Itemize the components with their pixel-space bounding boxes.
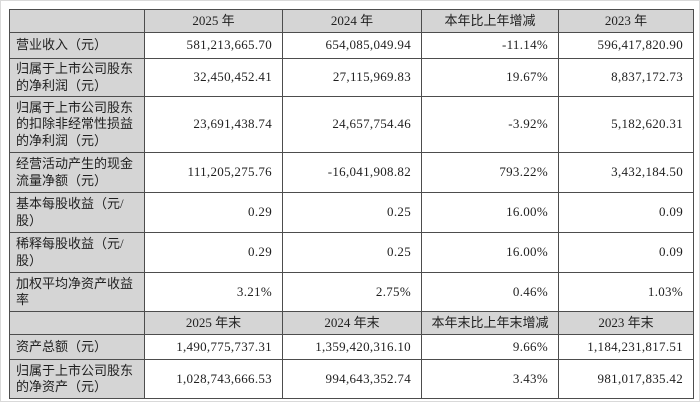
row-label: 经营活动产生的现金流量净额（元） bbox=[9, 152, 145, 193]
table-row-net-assets: 归属于上市公司股东的净资产（元） 1,028,743,666.53 994,64… bbox=[9, 359, 694, 399]
value-2023: 981,017,835.42 bbox=[558, 359, 694, 399]
row-label: 资产总额（元） bbox=[9, 334, 145, 360]
row-label: 归属于上市公司股东的扣除非经常性损益的净利润（元） bbox=[9, 96, 145, 153]
table-row-net-profit-excl-nonrecurring: 归属于上市公司股东的扣除非经常性损益的净利润（元） 23,691,438.74 … bbox=[9, 96, 694, 153]
header-cell-2025-end: 2025 年末 bbox=[144, 311, 283, 335]
value-2024: 994,643,352.74 bbox=[282, 359, 422, 399]
value-2023: 1.03% bbox=[558, 272, 694, 312]
value-2023: 3,432,184.50 bbox=[558, 152, 694, 193]
row-label: 归属于上市公司股东的净资产（元） bbox=[9, 359, 145, 399]
value-2025: 0.29 bbox=[144, 232, 283, 273]
header-cell-2023-end: 2023 年末 bbox=[558, 311, 694, 335]
value-change: 0.46% bbox=[421, 272, 559, 312]
value-2025: 32,450,452.41 bbox=[144, 58, 283, 97]
row-label: 稀释每股收益（元/股） bbox=[9, 232, 145, 273]
value-change: 16.00% bbox=[421, 192, 559, 233]
row-label: 基本每股收益（元/股） bbox=[9, 192, 145, 233]
table-row-diluted-eps: 稀释每股收益（元/股） 0.29 0.25 16.00% 0.09 bbox=[9, 232, 694, 273]
financial-summary-table: 2025 年 2024 年 本年比上年增减 2023 年 营业收入（元） 581… bbox=[9, 9, 694, 399]
header-cell-blank bbox=[9, 9, 145, 33]
value-2023: 0.09 bbox=[558, 192, 694, 233]
value-2024: 1,359,420,316.10 bbox=[282, 334, 422, 360]
row-label: 营业收入（元） bbox=[9, 32, 145, 59]
header-cell-change: 本年比上年增减 bbox=[421, 9, 559, 33]
row-label: 加权平均净资产收益率 bbox=[9, 272, 145, 312]
value-2025: 1,028,743,666.53 bbox=[144, 359, 283, 399]
table-row-revenue: 营业收入（元） 581,213,665.70 654,085,049.94 -1… bbox=[9, 32, 694, 59]
value-2024: 24,657,754.46 bbox=[282, 96, 422, 153]
value-2023: 8,837,172.73 bbox=[558, 58, 694, 97]
header-cell-2023: 2023 年 bbox=[558, 9, 694, 33]
value-change: -3.92% bbox=[421, 96, 559, 153]
header-cell-change-end: 本年末比上年末增减 bbox=[421, 311, 559, 335]
header-row-period-end: 2025 年末 2024 年末 本年末比上年末增减 2023 年末 bbox=[9, 311, 694, 335]
value-2023: 596,417,820.90 bbox=[558, 32, 694, 59]
table-row-net-profit: 归属于上市公司股东的净利润（元） 32,450,452.41 27,115,96… bbox=[9, 58, 694, 97]
value-2024: 27,115,969.83 bbox=[282, 58, 422, 97]
header-cell-2025: 2025 年 bbox=[144, 9, 283, 33]
value-2025: 111,205,275.76 bbox=[144, 152, 283, 193]
value-2025: 23,691,438.74 bbox=[144, 96, 283, 153]
table-row-total-assets: 资产总额（元） 1,490,775,737.31 1,359,420,316.1… bbox=[9, 334, 694, 360]
value-2023: 0.09 bbox=[558, 232, 694, 273]
header-cell-2024-end: 2024 年末 bbox=[282, 311, 422, 335]
value-change: -11.14% bbox=[421, 32, 559, 59]
value-change: 9.66% bbox=[421, 334, 559, 360]
value-change: 19.67% bbox=[421, 58, 559, 97]
value-change: 16.00% bbox=[421, 232, 559, 273]
value-2023: 1,184,231,817.51 bbox=[558, 334, 694, 360]
value-2024: 2.75% bbox=[282, 272, 422, 312]
value-2025: 0.29 bbox=[144, 192, 283, 233]
value-2025: 581,213,665.70 bbox=[144, 32, 283, 59]
table-row-basic-eps: 基本每股收益（元/股） 0.29 0.25 16.00% 0.09 bbox=[9, 192, 694, 233]
value-2025: 3.21% bbox=[144, 272, 283, 312]
value-2023: 5,182,620.31 bbox=[558, 96, 694, 153]
header-cell-blank bbox=[9, 311, 145, 335]
row-label: 归属于上市公司股东的净利润（元） bbox=[9, 58, 145, 97]
value-2025: 1,490,775,737.31 bbox=[144, 334, 283, 360]
table-row-operating-cash-flow: 经营活动产生的现金流量净额（元） 111,205,275.76 -16,041,… bbox=[9, 152, 694, 193]
header-row-annual: 2025 年 2024 年 本年比上年增减 2023 年 bbox=[9, 9, 694, 33]
value-2024: 0.25 bbox=[282, 192, 422, 233]
value-2024: 0.25 bbox=[282, 232, 422, 273]
value-change: 793.22% bbox=[421, 152, 559, 193]
value-change: 3.43% bbox=[421, 359, 559, 399]
value-2024: -16,041,908.82 bbox=[282, 152, 422, 193]
value-2024: 654,085,049.94 bbox=[282, 32, 422, 59]
table-row-weighted-avg-roe: 加权平均净资产收益率 3.21% 2.75% 0.46% 1.03% bbox=[9, 272, 694, 312]
header-cell-2024: 2024 年 bbox=[282, 9, 422, 33]
